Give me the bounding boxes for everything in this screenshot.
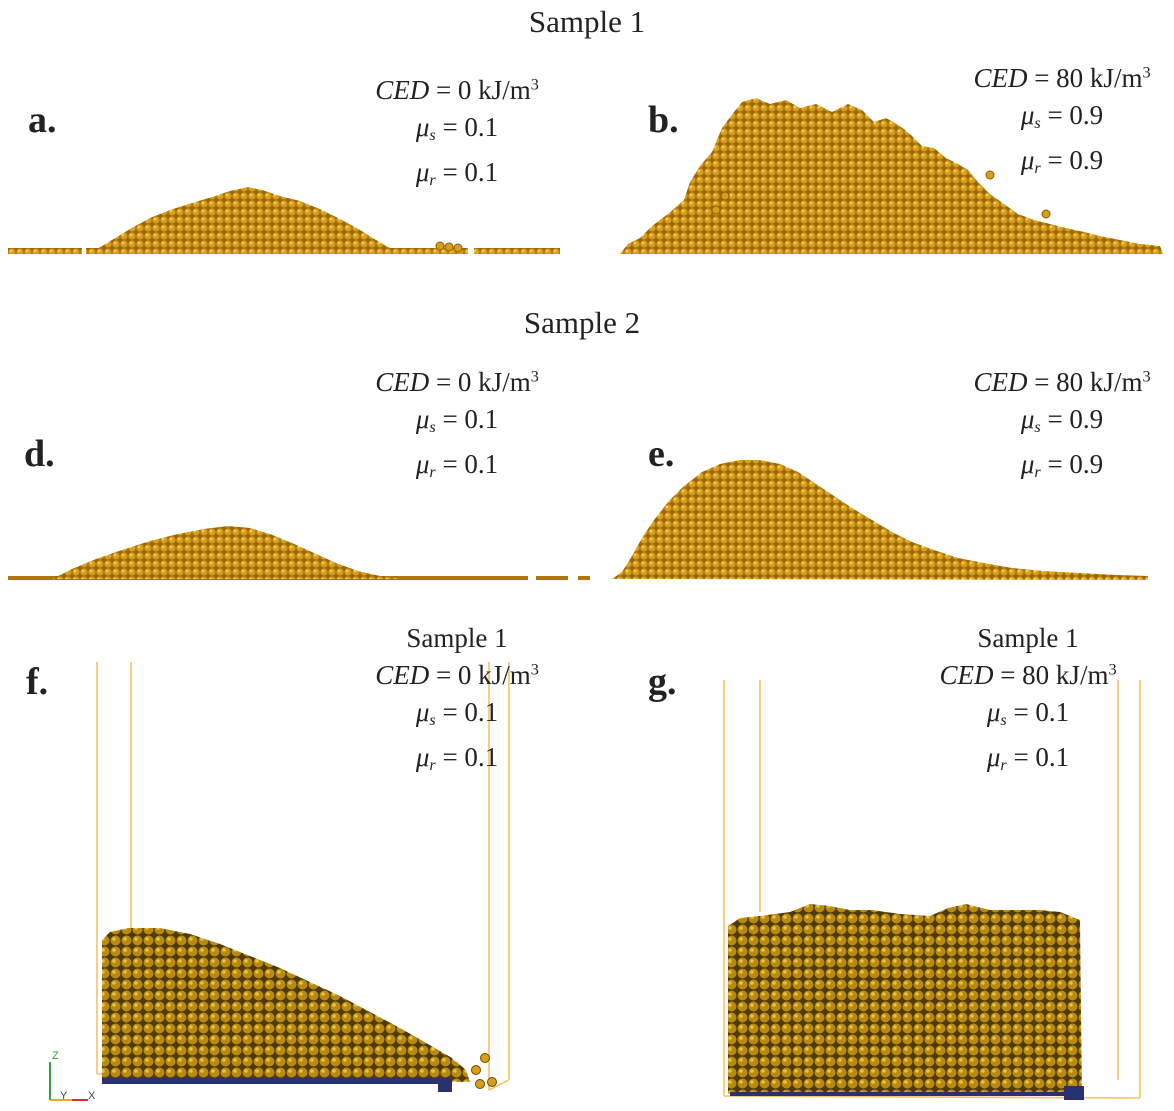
ced-line: CED = 0 kJ/m3 bbox=[375, 367, 539, 397]
mu-r-line: μr = 0.9 bbox=[1020, 145, 1104, 178]
ced-line: CED = 0 kJ/m3 bbox=[375, 660, 539, 690]
mu-s-line: μs = 0.1 bbox=[415, 697, 499, 730]
panel-f-base-plate bbox=[438, 1078, 452, 1092]
mu-r-line: μr = 0.1 bbox=[986, 742, 1070, 775]
panel-b-heap bbox=[620, 98, 1163, 254]
panel-a-particle-pile bbox=[8, 187, 560, 254]
mu-s-line: μs = 0.9 bbox=[1020, 404, 1104, 437]
mu-s-line: μs = 0.1 bbox=[415, 112, 499, 145]
axis-label-x: X bbox=[88, 1090, 96, 1102]
mu-s-line: μs = 0.1 bbox=[415, 404, 499, 437]
mu-s-line: μs = 0.9 bbox=[1020, 100, 1104, 133]
panel-f-container bbox=[96, 662, 510, 1091]
panel-a-loose-grain bbox=[444, 242, 454, 252]
panel-b-loose-grain bbox=[720, 191, 730, 201]
panel-a-params: CED = 0 kJ/m3 μs = 0.1 μr = 0.1 bbox=[352, 72, 562, 199]
panel-a-loose-grain bbox=[435, 241, 445, 251]
panel-f-slope bbox=[102, 928, 470, 1082]
heading-sample-1: Sample 1 bbox=[528, 4, 646, 39]
panel-d-particle-pile bbox=[8, 526, 590, 580]
panel-e-heap bbox=[612, 460, 1148, 580]
axis-triad bbox=[49, 1062, 88, 1101]
panel-f-loose-grain bbox=[480, 1053, 490, 1063]
panel-g-base-plate bbox=[730, 1092, 1080, 1096]
panel-g-base-plate bbox=[1064, 1086, 1084, 1100]
ced-line: CED = 80 kJ/m3 bbox=[939, 660, 1117, 690]
mu-r-line: μr = 0.1 bbox=[415, 742, 499, 775]
ced-line: CED = 80 kJ/m3 bbox=[973, 367, 1151, 397]
panel-b-loose-grain bbox=[985, 170, 995, 180]
panel-f-params: Sample 1 CED = 0 kJ/m3 μs = 0.1 μr = 0.1 bbox=[352, 620, 562, 784]
panel-d-params: CED = 0 kJ/m3 μs = 0.1 μr = 0.1 bbox=[352, 364, 562, 491]
sample-line: Sample 1 bbox=[977, 623, 1079, 653]
panel-b-params: CED = 80 kJ/m3 μs = 0.9 μr = 0.9 bbox=[952, 60, 1172, 187]
sample-line: Sample 1 bbox=[406, 623, 508, 653]
mu-s-line: μs = 0.1 bbox=[986, 697, 1070, 730]
panel-a-floor-left bbox=[8, 248, 82, 254]
panel-d-label: d. bbox=[24, 433, 55, 475]
axis-label-z: Z bbox=[52, 1050, 59, 1062]
panel-g-params: Sample 1 CED = 80 kJ/m3 μs = 0.1 μr = 0.… bbox=[918, 620, 1138, 784]
panel-e-particle-pile bbox=[612, 460, 1148, 580]
panel-d-floor-fragment bbox=[578, 576, 590, 580]
panel-b-loose-grain bbox=[711, 205, 721, 215]
panel-b-label: b. bbox=[648, 99, 679, 141]
panel-d-floor-end bbox=[536, 576, 568, 580]
panel-g-label: g. bbox=[648, 661, 677, 703]
axis-label-y: Y bbox=[60, 1090, 68, 1102]
panel-f-particle-bed bbox=[102, 928, 497, 1092]
panel-b-particle-pile bbox=[620, 98, 1163, 254]
panel-a-floor-right bbox=[474, 248, 560, 254]
panel-g-block bbox=[728, 904, 1082, 1094]
panel-f-base-plate bbox=[102, 1078, 450, 1084]
panel-a-heap bbox=[92, 187, 400, 252]
panel-b-loose-grain bbox=[1041, 209, 1051, 219]
heading-sample-2: Sample 2 bbox=[523, 305, 641, 340]
container-edge bbox=[488, 1079, 510, 1091]
mu-r-line: μr = 0.1 bbox=[415, 157, 499, 190]
panel-f-loose-grain bbox=[475, 1079, 485, 1089]
panel-e-params: CED = 80 kJ/m3 μs = 0.9 μr = 0.9 bbox=[952, 364, 1172, 491]
ced-line: CED = 0 kJ/m3 bbox=[375, 75, 539, 105]
ced-line: CED = 80 kJ/m3 bbox=[973, 63, 1151, 93]
mu-r-line: μr = 0.1 bbox=[415, 449, 499, 482]
panel-f-loose-grain bbox=[471, 1065, 481, 1075]
panel-d-heap bbox=[52, 526, 400, 579]
mu-r-line: μr = 0.9 bbox=[1020, 449, 1104, 482]
panel-f-loose-grain bbox=[487, 1077, 497, 1087]
panel-a-loose-grain bbox=[453, 243, 463, 253]
panel-e-label: e. bbox=[648, 433, 675, 475]
panel-f-label: f. bbox=[26, 661, 49, 703]
panel-a-label: a. bbox=[28, 99, 57, 141]
panel-g-particle-bed bbox=[728, 904, 1084, 1100]
